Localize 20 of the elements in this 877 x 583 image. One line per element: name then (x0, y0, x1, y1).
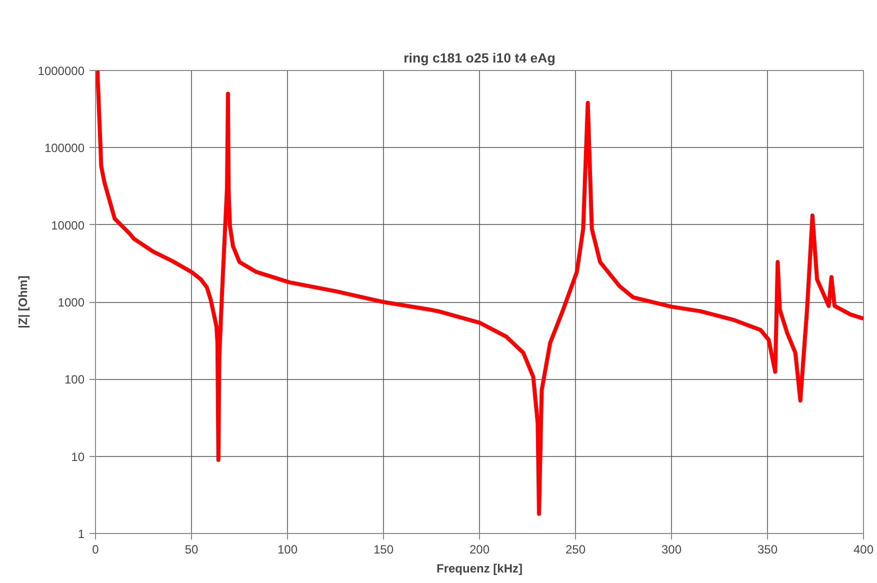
y-tick-label: 1 (78, 527, 85, 541)
x-tick-label: 300 (661, 542, 682, 556)
y-tick-label: 100 (64, 372, 85, 387)
line-series (96, 70, 864, 516)
y-tick-label: 1000 (58, 296, 85, 310)
x-tick-label: 50 (184, 542, 198, 556)
y-tick-label: 10000 (51, 218, 85, 232)
x-axis-title: Frequenz [kHz] (436, 562, 523, 576)
x-tick-label: 200 (469, 542, 490, 556)
chart-title: ring c181 o25 i10 t4 eAg (404, 50, 556, 66)
x-tick-label: 100 (277, 542, 298, 556)
x-tick-label: 0 (92, 542, 100, 556)
x-tick-label: 250 (565, 542, 586, 556)
y-axis-title: |Z| [Ohm] (16, 276, 30, 328)
y-tick-label: 100000 (44, 141, 85, 156)
x-tick-label: 400 (853, 542, 874, 556)
y-tick-label: 10 (71, 450, 85, 464)
x-tick-label: 150 (373, 542, 394, 556)
x-tick-label: 350 (757, 542, 778, 556)
y-tick-label: 1000000 (38, 64, 85, 78)
